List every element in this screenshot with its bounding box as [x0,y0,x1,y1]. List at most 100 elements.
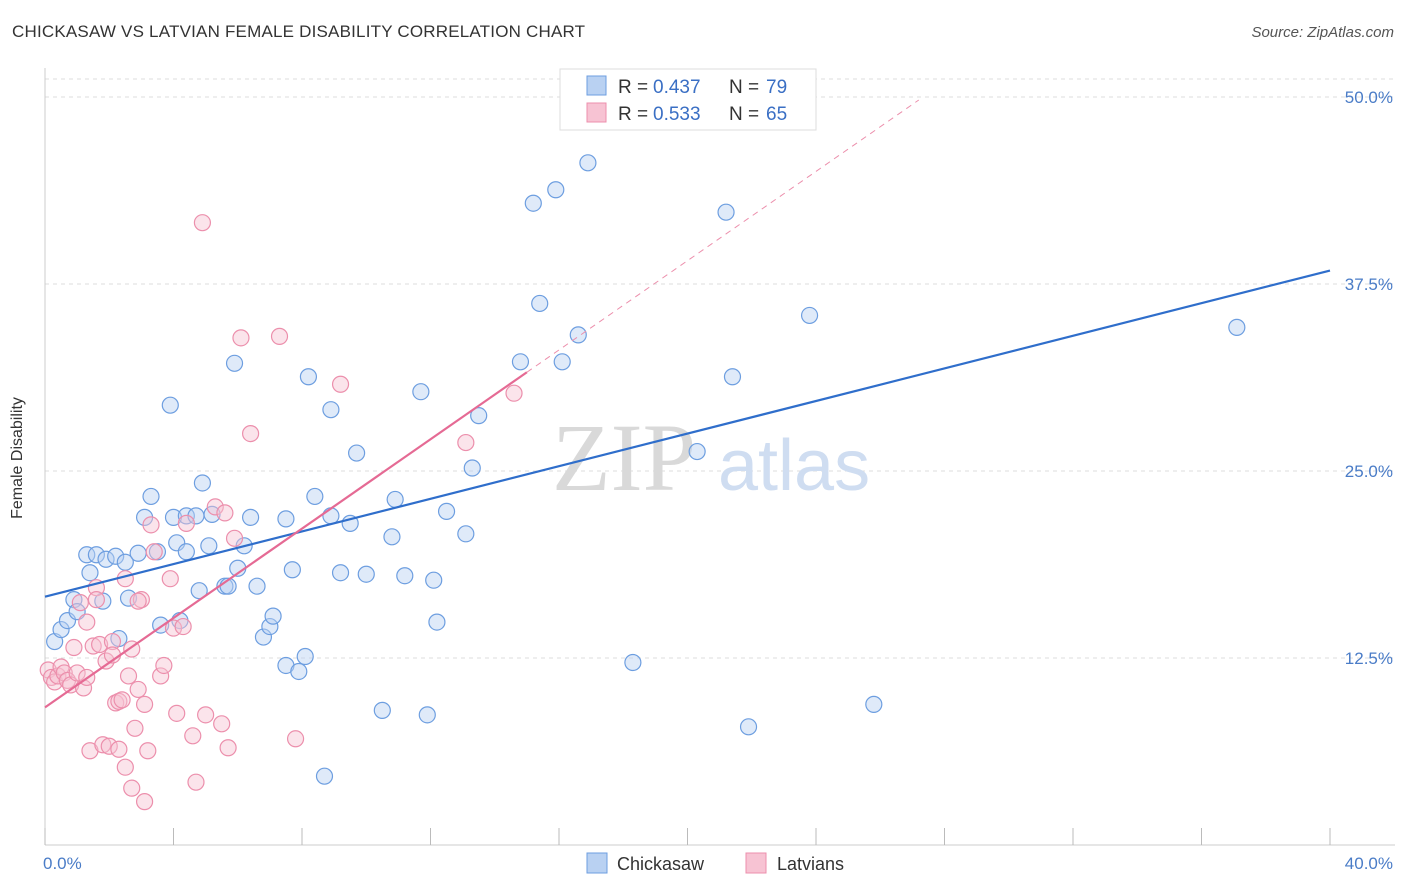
bottom-legend-label-latvians: Latvians [777,854,844,874]
trend-lines [44,99,1331,709]
chickasaw-point-63 [457,525,475,543]
latvians-point-17 [87,591,106,609]
source-credit: Source: ZipAtlas.com [1251,24,1394,41]
chickasaw-point-64 [463,459,481,477]
latvians-point-40 [145,543,163,561]
chickasaw-point-44 [296,647,314,666]
chickasaw-point-46 [306,487,324,506]
latvians-point-58 [270,327,289,345]
chickasaw-point-70 [553,353,571,371]
tick-labels: 12.5% 25.0% 37.5% 50.0% 0.0% 40.0% [43,88,1393,873]
chickasaw-point-35 [242,508,260,526]
latvians-point-64 [129,592,147,610]
chickasaw-point-14 [129,544,147,562]
latvians-point-55 [225,529,244,547]
chickasaw-point-26 [190,582,208,600]
chickasaw-point-50 [331,564,350,582]
latvians-point-48 [187,773,205,791]
chickasaw-point-76 [723,368,742,386]
legend-r-label-chickasaw: R = [618,77,648,98]
latvians-point-20 [97,652,115,670]
legend-swatch-latvians [586,102,607,123]
chickasaw-point-38 [261,617,279,636]
latvians-point-50 [197,706,215,724]
chickasaw-point-1 [52,620,70,639]
chickasaw-point-53 [357,565,375,583]
chickasaw-point-73 [624,653,642,672]
latvians-point-63 [174,617,192,636]
series-latvians-points [39,214,523,811]
chickasaw-point-10 [107,547,125,565]
x-tick-label-1: 40.0% [1345,854,1393,873]
bottom-legend-label-chickasaw: Chickasaw [617,854,705,874]
chickasaw-point-65 [470,407,488,425]
latvians-point-53 [216,504,234,522]
chickasaw-point-36 [248,577,266,595]
latvians-point-32 [123,779,141,797]
latvians-point-8 [65,638,83,657]
watermark-zip: ZIP [552,404,696,511]
legend-n-value-latvians: 65 [766,104,787,125]
latvians-point-45 [168,704,186,722]
watermark-atlas: atlas [718,426,870,506]
chickasaw-point-61 [428,613,446,631]
legend-n-label-latvians: N = [729,104,759,125]
axes [44,68,1395,846]
latvians-point-33 [126,719,144,737]
chickasaw-point-56 [386,490,404,509]
chickasaw-point-55 [383,528,401,546]
chickasaw-point-6 [81,564,99,582]
legend-n-label-chickasaw: N = [729,77,759,98]
latvians-point-38 [139,742,157,760]
latvians-point-46 [177,514,195,532]
latvians-point-36 [135,695,154,713]
latvians-point-62 [505,384,523,402]
y-tick-label-1: 25.0% [1345,462,1393,481]
latvians-point-61 [457,433,475,452]
bottom-legend-swatch-latvians [745,852,767,874]
legend-r-label-latvians: R = [618,104,648,125]
latvians-point-47 [184,727,202,745]
latvians-point-9 [68,664,86,682]
chickasaw-point-54 [373,701,391,719]
chickasaw-point-67 [524,194,542,212]
latvians-point-51 [206,498,224,516]
chickasaw-point-7 [87,546,106,564]
latvians-point-27 [113,691,131,709]
watermark: ZIP atlas [552,404,870,511]
series-legend: Chickasaw Latvians [586,852,844,874]
chickasaw-point-45 [299,368,318,386]
chickasaw-point-60 [425,571,443,589]
chart-title: CHICKASAW VS LATVIAN FEMALE DISABILITY C… [12,22,586,41]
latvians-point-34 [129,680,147,699]
chickasaw-point-59 [418,706,436,724]
chickasaw-point-40 [277,510,295,528]
chickasaw-point-5 [78,546,96,564]
grid [45,78,1395,659]
chickasaw-point-43 [290,662,308,681]
latvians-point-52 [213,715,231,733]
legend-r-value-chickasaw: 0.437 [653,77,701,98]
y-tick-label-2: 37.5% [1345,275,1393,294]
latvians-point-59 [286,730,305,748]
chickasaw-point-79 [865,695,883,713]
latvians-point-41 [152,667,170,685]
latvians-point-39 [142,516,160,534]
latvians-point-15 [84,637,102,655]
chickasaw-trend-line [44,269,1331,598]
chickasaw-point-66 [511,353,530,371]
stats-legend: R = 0.437 N = 79 R = 0.533 N = 65 [559,68,817,131]
latvians-point-30 [119,667,138,685]
chickasaw-point-37 [254,628,273,646]
chickasaw-point-19 [161,396,179,414]
chickasaw-point-78 [800,306,819,325]
chickasaw-point-47 [315,767,334,785]
bottom-legend-swatch-chickasaw [586,852,608,874]
chickasaw-point-23 [177,543,195,561]
x-tick-label-0: 0.0% [43,854,82,873]
latvians-point-18 [91,635,109,654]
latvians-trend-extension [526,99,920,373]
y-tick-label-0: 12.5% [1345,649,1393,668]
chickasaw-point-9 [97,550,115,568]
chickasaw-point-52 [348,444,366,462]
